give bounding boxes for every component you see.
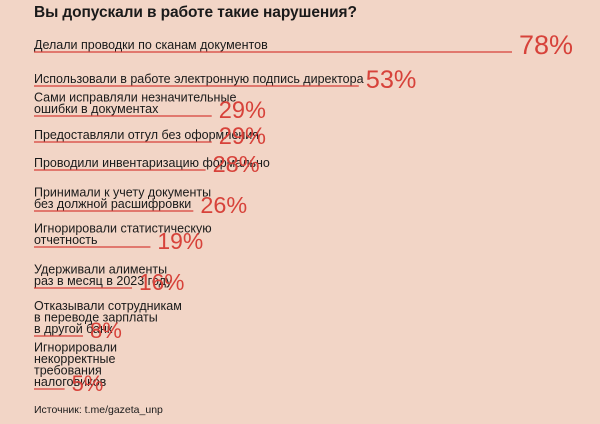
category-label: некорректные (34, 352, 115, 366)
category-label: требования (34, 364, 102, 378)
category-label: налоговиков (34, 375, 107, 389)
category-label: Принимали к учету документы (34, 186, 211, 200)
category-label: Сами исправляли незначительные (34, 91, 236, 105)
value-label: 28% (213, 151, 260, 177)
category-label: Удерживали алименты (34, 263, 167, 277)
value-label: 19% (157, 228, 203, 254)
value-label: 8% (90, 318, 122, 343)
category-label: Предоставляли отгул без оформления (34, 128, 259, 142)
value-label: 26% (200, 192, 247, 218)
value-label: 29% (219, 98, 266, 124)
category-label: в переводе зарплаты (34, 311, 158, 325)
category-label: Отказывали сотрудникам (34, 299, 182, 313)
category-label: отчетность (34, 233, 98, 247)
category-label: ошибки в документах (34, 102, 159, 116)
category-label: Использовали в работе электронную подпис… (34, 72, 364, 86)
category-label: Игнорировали (34, 341, 117, 355)
source-note: Источник: t.me/gazeta_unp (34, 404, 163, 416)
value-label: 78% (519, 30, 573, 60)
category-label: Проводили инвентаризацию формально (34, 156, 270, 170)
category-label: Делали проводки по сканам документов (34, 38, 268, 52)
category-label: Игнорировали статистическую (34, 222, 212, 236)
value-label: 53% (366, 66, 417, 94)
category-label: в другой банк (34, 322, 113, 336)
value-label: 29% (219, 124, 266, 150)
category-label: без должной расшифровки (34, 197, 191, 211)
chart-title: Вы допускали в работе такие нарушения? (34, 4, 357, 21)
value-label: 5% (72, 371, 104, 396)
value-label: 16% (139, 269, 184, 295)
category-label: раз в месяц в 2023 году (34, 274, 173, 288)
